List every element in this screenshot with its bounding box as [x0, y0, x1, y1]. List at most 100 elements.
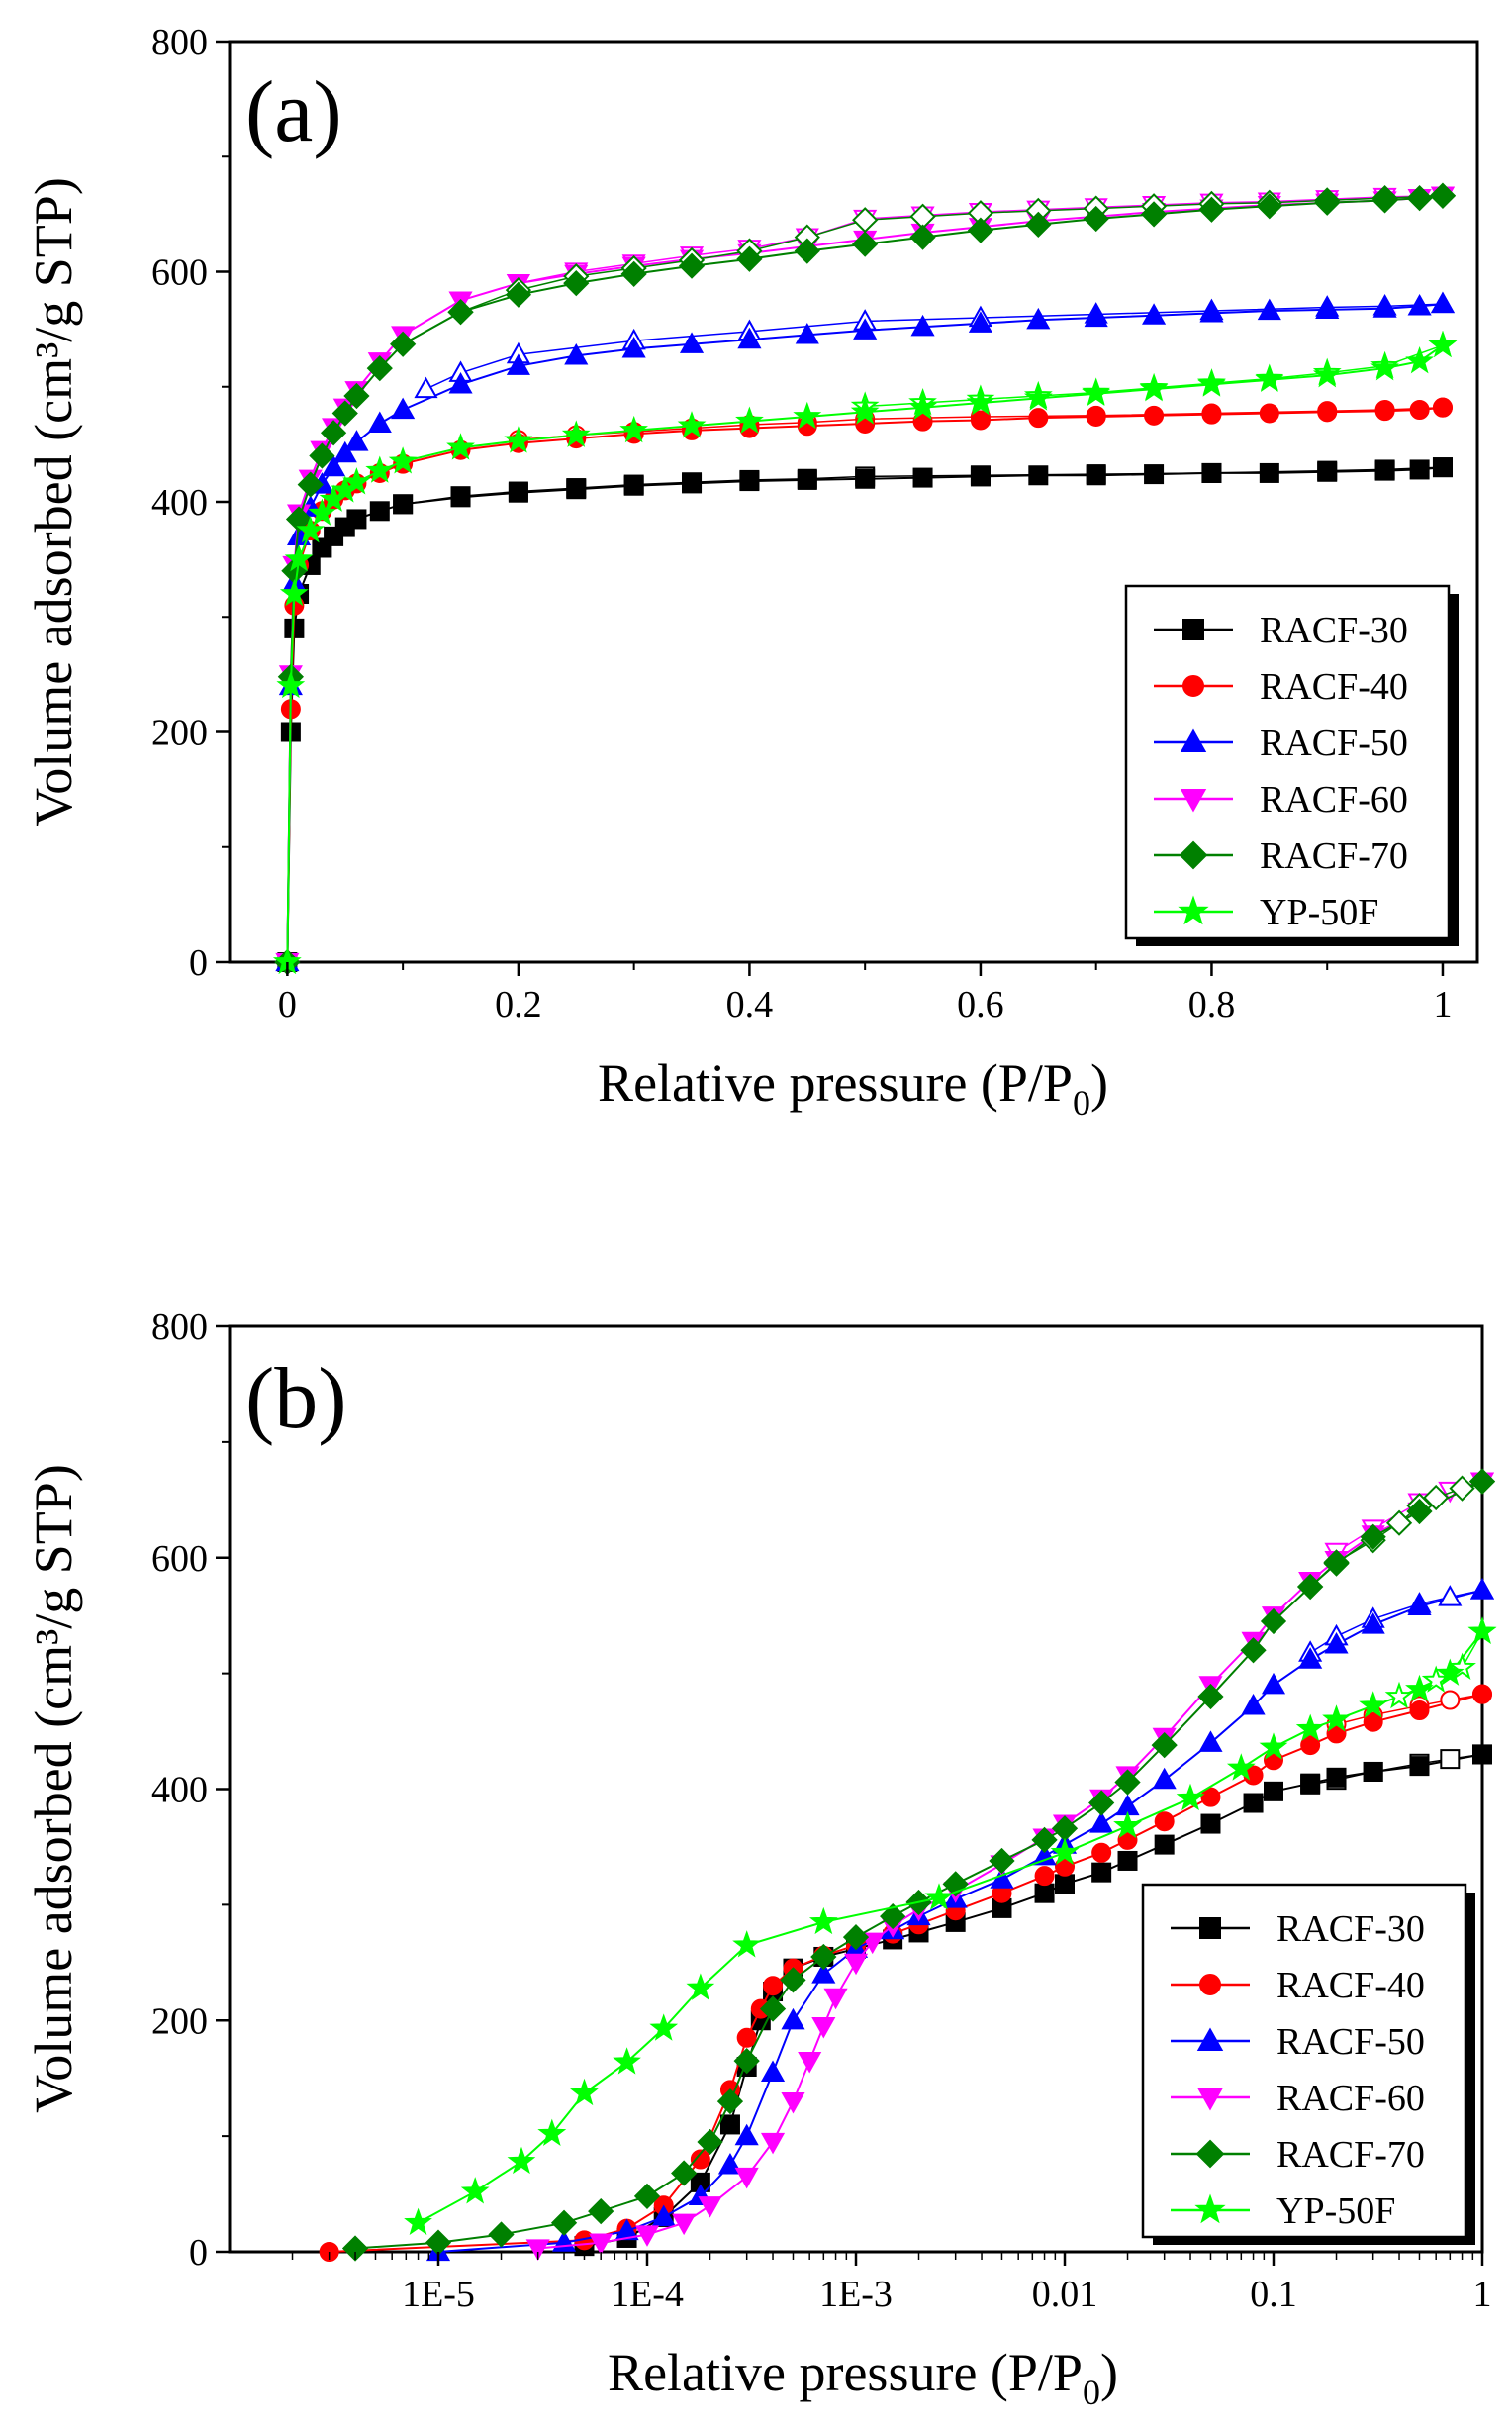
- x-tick-label: 1E-5: [402, 2274, 475, 2315]
- x-tick-label: 1E-4: [611, 2274, 684, 2315]
- adsorption-point: [1409, 1756, 1430, 1777]
- adsorption-point: [285, 506, 313, 533]
- adsorption-point: [739, 471, 760, 492]
- legend-label: RACF-30: [1260, 610, 1408, 651]
- adsorption-point: [1028, 465, 1049, 486]
- adsorption-point: [320, 420, 347, 446]
- adsorption-point: [737, 327, 762, 349]
- adsorption-point: [677, 411, 707, 438]
- adsorption-point: [1154, 1811, 1175, 1832]
- adsorption-point: [1091, 1842, 1112, 1863]
- adsorption-point: [1405, 1674, 1434, 1702]
- adsorption-point: [488, 2221, 515, 2248]
- adsorption-point: [1432, 397, 1453, 418]
- adsorption-point: [563, 270, 590, 297]
- legend-label: RACF-70: [1276, 2134, 1425, 2176]
- adsorption-point: [342, 467, 371, 495]
- adsorption-point: [1468, 1468, 1496, 1495]
- adsorption-point: [550, 2209, 578, 2236]
- adsorption-point: [808, 1906, 838, 1935]
- adsorption-point: [1240, 1637, 1267, 1664]
- adsorption-point: [1295, 1713, 1325, 1742]
- adsorption-point: [1091, 1862, 1112, 1883]
- adsorption-point: [850, 397, 880, 425]
- adsorption-point: [1176, 1783, 1205, 1811]
- legend-label: YP-50F: [1276, 2190, 1395, 2232]
- ticks-layer: 0 200 400 600 800 0 0.2 0.4 0.6 0.8 1: [151, 22, 1452, 1025]
- adsorption-point: [1256, 193, 1282, 220]
- adsorption-point: [678, 252, 706, 279]
- desorption-point: [1449, 1475, 1475, 1502]
- x-tick-label: 1: [1473, 2274, 1492, 2315]
- adsorption-point: [1086, 406, 1106, 427]
- adsorption-point: [686, 1973, 715, 2000]
- legend-marker: [1194, 2193, 1226, 2224]
- adsorption-point: [719, 2114, 740, 2135]
- y-tick-label: 0: [189, 2232, 208, 2274]
- adsorption-point: [1436, 1658, 1465, 1686]
- adsorption-point: [1323, 1550, 1350, 1577]
- adsorption-point: [763, 1976, 784, 1996]
- adsorption-point: [537, 2118, 567, 2147]
- adsorption-point: [1117, 1850, 1138, 1871]
- adsorption-point: [1142, 303, 1167, 325]
- y-tick-label: 200: [151, 713, 208, 754]
- x-tick-label: 0.2: [495, 984, 542, 1025]
- y-tick-label: 600: [151, 1538, 208, 1580]
- adsorption-point: [781, 2007, 805, 2030]
- adsorption-point: [1409, 1700, 1430, 1721]
- adsorption-point: [1260, 1607, 1287, 1635]
- adsorption-point: [1084, 305, 1108, 328]
- adsorption-point: [341, 2235, 369, 2262]
- adsorption-point: [798, 2052, 822, 2074]
- adsorption-point: [716, 2088, 744, 2115]
- x-tick-label: 0.01: [1032, 2274, 1098, 2315]
- adsorption-point: [781, 2091, 805, 2114]
- panel-label: (a): [245, 64, 342, 160]
- adsorption-point: [968, 311, 992, 333]
- adsorption-point: [924, 1883, 954, 1910]
- legend-marker: [1182, 675, 1204, 697]
- adsorption-line: [437, 1589, 1483, 2253]
- adsorption-point: [1405, 346, 1435, 374]
- series-racf-30: [277, 457, 1453, 972]
- adsorption-point: [1152, 1767, 1177, 1790]
- x-tick-label: 0.4: [726, 984, 774, 1025]
- adsorption-point: [1255, 364, 1284, 393]
- adsorption-point: [1363, 1711, 1383, 1732]
- adsorption-point: [1034, 1866, 1055, 1887]
- adsorption-point: [343, 382, 370, 410]
- adsorption-point: [1312, 360, 1342, 388]
- adsorption-point: [1297, 1573, 1324, 1601]
- adsorption-point: [1371, 187, 1398, 214]
- legend-label: RACF-60: [1276, 2078, 1425, 2119]
- adsorption-point: [504, 426, 533, 453]
- series-racf-50: [425, 1578, 1495, 2262]
- x-axis-title-subscript: 0: [1083, 2373, 1100, 2412]
- adsorption-point: [759, 1995, 787, 2022]
- adsorption-point: [1082, 378, 1110, 407]
- adsorption-point: [369, 501, 390, 522]
- adsorption-point: [1374, 401, 1395, 422]
- adsorption-point: [880, 1902, 906, 1930]
- adsorption-point: [733, 2048, 760, 2075]
- adsorption-point: [734, 2123, 759, 2146]
- adsorption-point: [735, 406, 764, 434]
- adsorption-point: [1243, 1793, 1264, 1813]
- adsorption-point: [623, 475, 644, 496]
- adsorption-point: [1360, 1523, 1386, 1550]
- adsorption-point: [1261, 1672, 1286, 1695]
- adsorption-point: [1031, 1826, 1058, 1854]
- y-tick-label: 200: [151, 2000, 208, 2042]
- adsorption-point: [736, 2027, 757, 2048]
- y-tick-label: 600: [151, 252, 208, 294]
- adsorption-point: [1361, 1612, 1385, 1634]
- adsorption-point: [1406, 1498, 1433, 1525]
- adsorption-point: [810, 1943, 837, 1971]
- adsorption-point: [1089, 1811, 1114, 1833]
- desorption-point: [1385, 1509, 1413, 1536]
- adsorption-point: [1406, 184, 1433, 212]
- adsorption-point: [507, 2146, 536, 2175]
- y-tick-label: 800: [151, 1307, 208, 1348]
- legend-item: RACF-40: [1171, 1965, 1425, 2006]
